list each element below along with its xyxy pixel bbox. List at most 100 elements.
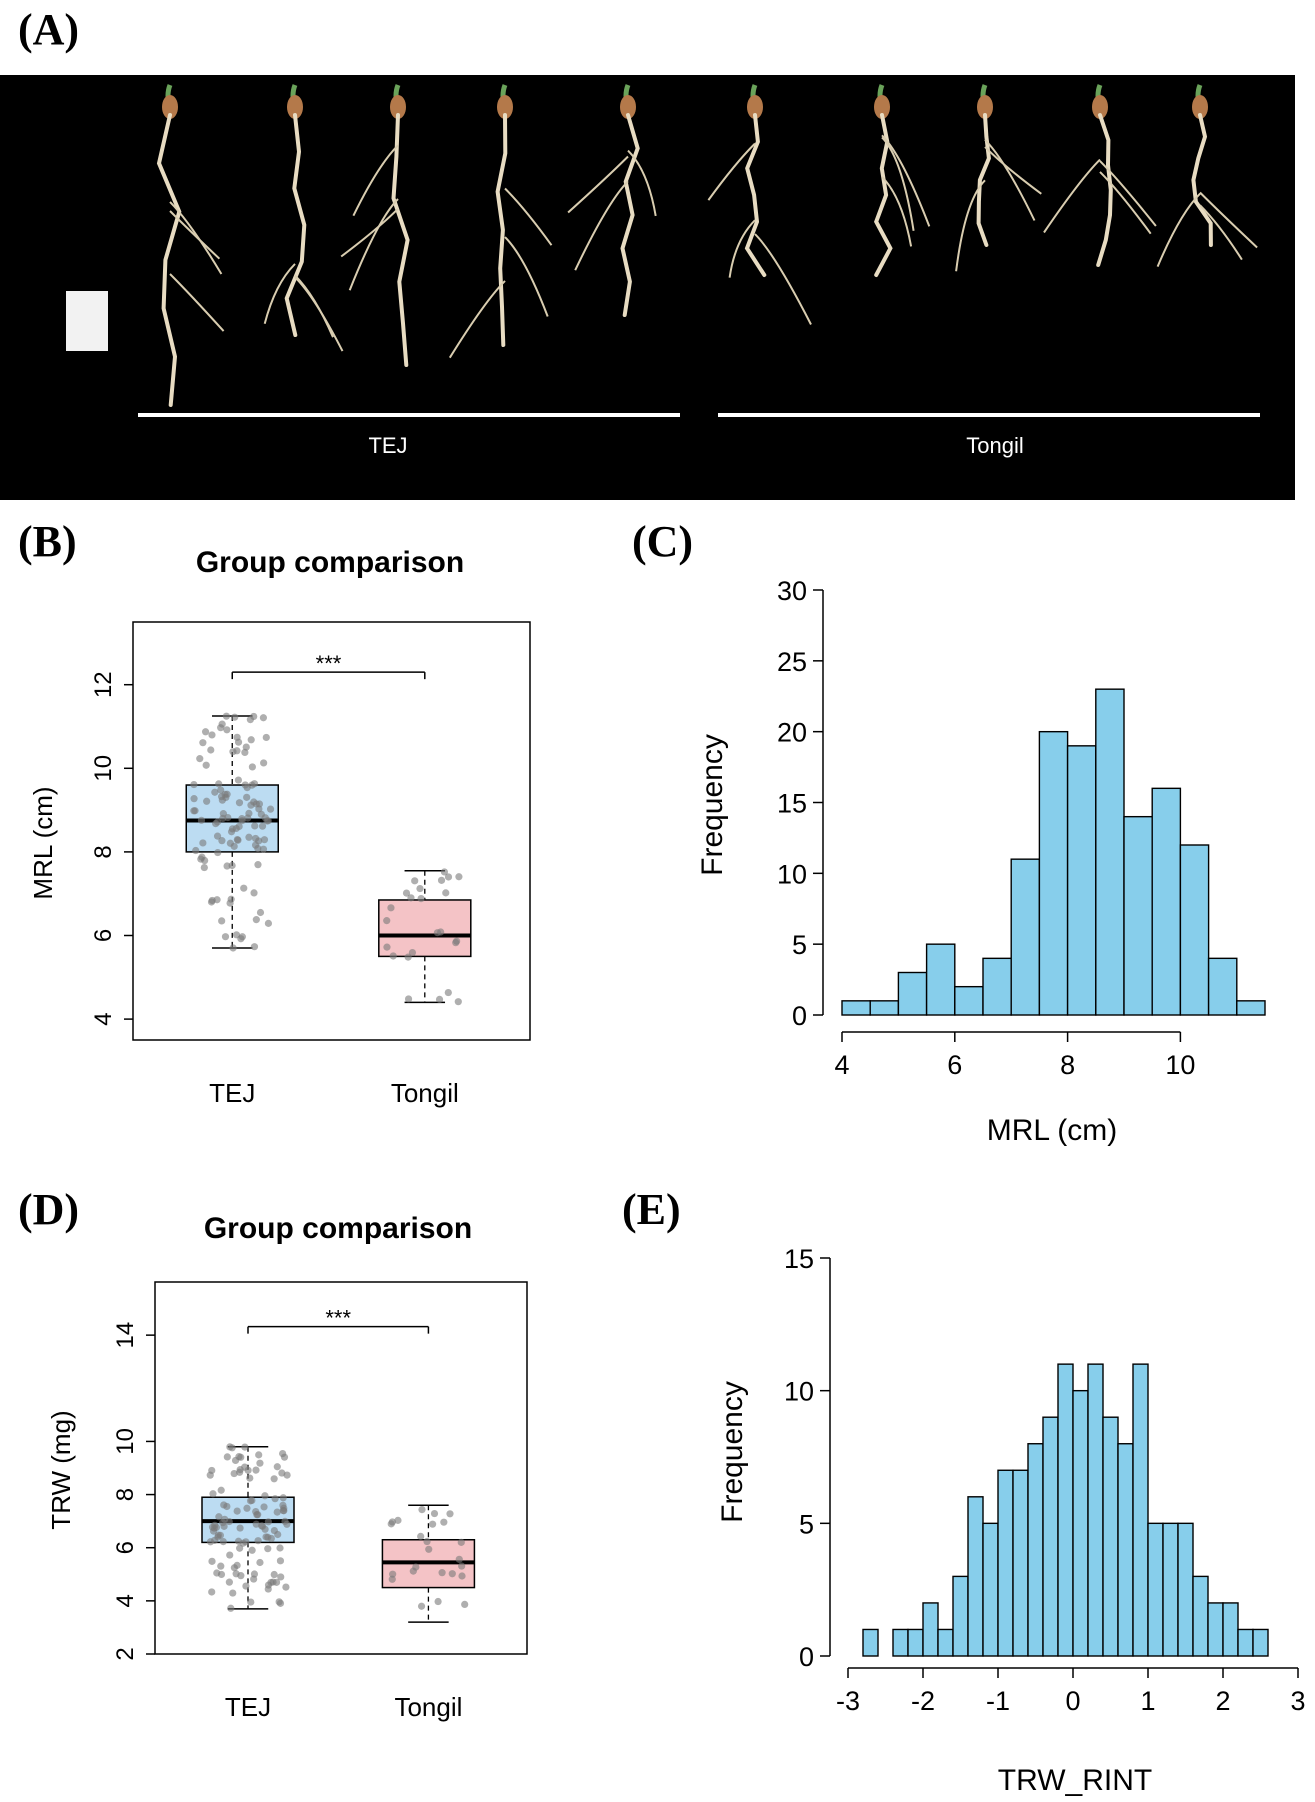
jitter-point [217, 1486, 225, 1494]
histogram-bar [1192, 1575, 1209, 1657]
jitter-point [243, 793, 251, 801]
seedling-seed [620, 95, 636, 119]
y-tick-label: 5 [792, 930, 807, 960]
y-tick-label: 0 [799, 1642, 814, 1672]
photo-label-tej: TEJ [368, 433, 407, 458]
x-tick-label: 4 [834, 1050, 849, 1080]
jitter-point [256, 1558, 264, 1567]
seedling-root [391, 113, 410, 367]
jitter-point [455, 1555, 463, 1563]
jitter-point [235, 799, 244, 807]
jitter-point [251, 834, 260, 843]
seedling-lateral-root [984, 146, 1042, 195]
panel-label-e: (E) [622, 1185, 681, 1234]
jitter-point [248, 1546, 256, 1554]
jitter-point [264, 919, 273, 927]
jitter-point [388, 1575, 396, 1583]
box-plot-trw-title: Group comparison [204, 1212, 472, 1245]
histogram-bar [1207, 1602, 1224, 1657]
seedling-lateral-root [352, 144, 399, 217]
jitter-point [417, 1532, 425, 1540]
histogram-bar [892, 1628, 909, 1657]
jitter-point [226, 839, 234, 847]
seedling-lateral-root [984, 139, 1036, 221]
x-tick-label: -1 [986, 1686, 1010, 1716]
jitter-point [273, 1463, 281, 1471]
histogram-bar [1057, 1363, 1074, 1657]
jitter-point [201, 728, 210, 736]
jitter-point [217, 1562, 225, 1570]
jitter-point [190, 807, 198, 815]
seedling-seed [497, 95, 513, 119]
y-tick-label: 25 [777, 647, 807, 677]
jitter-point [217, 786, 225, 794]
jitter-point [402, 889, 411, 897]
y-tick-label: 12 [90, 671, 117, 698]
jitter-point [457, 1538, 465, 1546]
seedling-lateral-root [504, 187, 553, 246]
jitter-point [212, 820, 220, 828]
jitter-point [220, 1501, 228, 1509]
seedling-photo-drawing: TEJ Tongil [66, 84, 1260, 458]
jitter-point [257, 810, 265, 818]
seedling-seed [1192, 95, 1208, 119]
jitter-point [276, 1544, 284, 1552]
y-tick-label: 4 [90, 1012, 117, 1025]
jitter-point [274, 1530, 282, 1539]
histogram-bar [967, 1496, 984, 1657]
jitter-point [389, 952, 397, 960]
seedling-photo: TEJ Tongil [0, 75, 1295, 500]
jitter-point [246, 1474, 254, 1482]
histogram-bar [1117, 1443, 1134, 1657]
jitter-point [250, 1570, 259, 1578]
jitter-point [425, 1545, 433, 1553]
seedling-lateral-root [754, 233, 812, 325]
seedling-lateral-root [627, 149, 657, 217]
histogram-bar [997, 1469, 1014, 1657]
jitter-point [228, 825, 237, 833]
histogram-bar [1207, 957, 1238, 1016]
histogram-bar [1072, 1389, 1089, 1657]
histogram-bar [982, 957, 1012, 1016]
histogram-bar [1042, 1416, 1059, 1657]
jitter-point [444, 873, 453, 881]
histogram-bar [922, 1602, 939, 1657]
jitter-point [252, 1520, 260, 1528]
histogram-trw-rint-ylabel: Frequency [716, 1381, 749, 1523]
jitter-point [213, 832, 222, 840]
jitter-point [434, 1597, 442, 1606]
seedling-roots [156, 84, 1258, 407]
plot-frame [132, 621, 531, 1041]
seedling-lateral-root [169, 273, 225, 332]
jitter-point [442, 889, 450, 897]
jitter-point [271, 1495, 279, 1503]
jitter-point [233, 1507, 241, 1515]
y-tick-label: 6 [90, 929, 117, 942]
jitter-point [208, 1557, 216, 1565]
seedling-root [1191, 113, 1213, 247]
histogram-bar [1177, 1522, 1194, 1657]
jitter-point [387, 1520, 395, 1528]
jitter-point [245, 833, 253, 841]
jitter-point [250, 712, 258, 721]
histogram-mrl-ylabel: Frequency [696, 734, 729, 876]
jitter-point [255, 1451, 263, 1459]
seedling-lateral-root [881, 134, 931, 227]
jitter-point [248, 763, 256, 771]
histogram-bar [1151, 787, 1182, 1016]
histogram-bar [1252, 1628, 1269, 1657]
jitter-point [241, 748, 249, 756]
histogram-bar [952, 1575, 969, 1657]
jitter-point [219, 814, 227, 822]
jitter-point [253, 1511, 261, 1519]
jitter-point [251, 822, 259, 830]
jitter-point [404, 953, 412, 961]
jitter-point [412, 1563, 420, 1571]
jitter-point [236, 1544, 244, 1552]
seedling-lateral-root [1043, 158, 1101, 234]
panel-label-b: (B) [18, 517, 77, 566]
seedling-root [620, 113, 640, 317]
jitter-point [190, 795, 198, 803]
jitter-point [234, 776, 243, 784]
y-tick-label: 15 [777, 789, 807, 819]
